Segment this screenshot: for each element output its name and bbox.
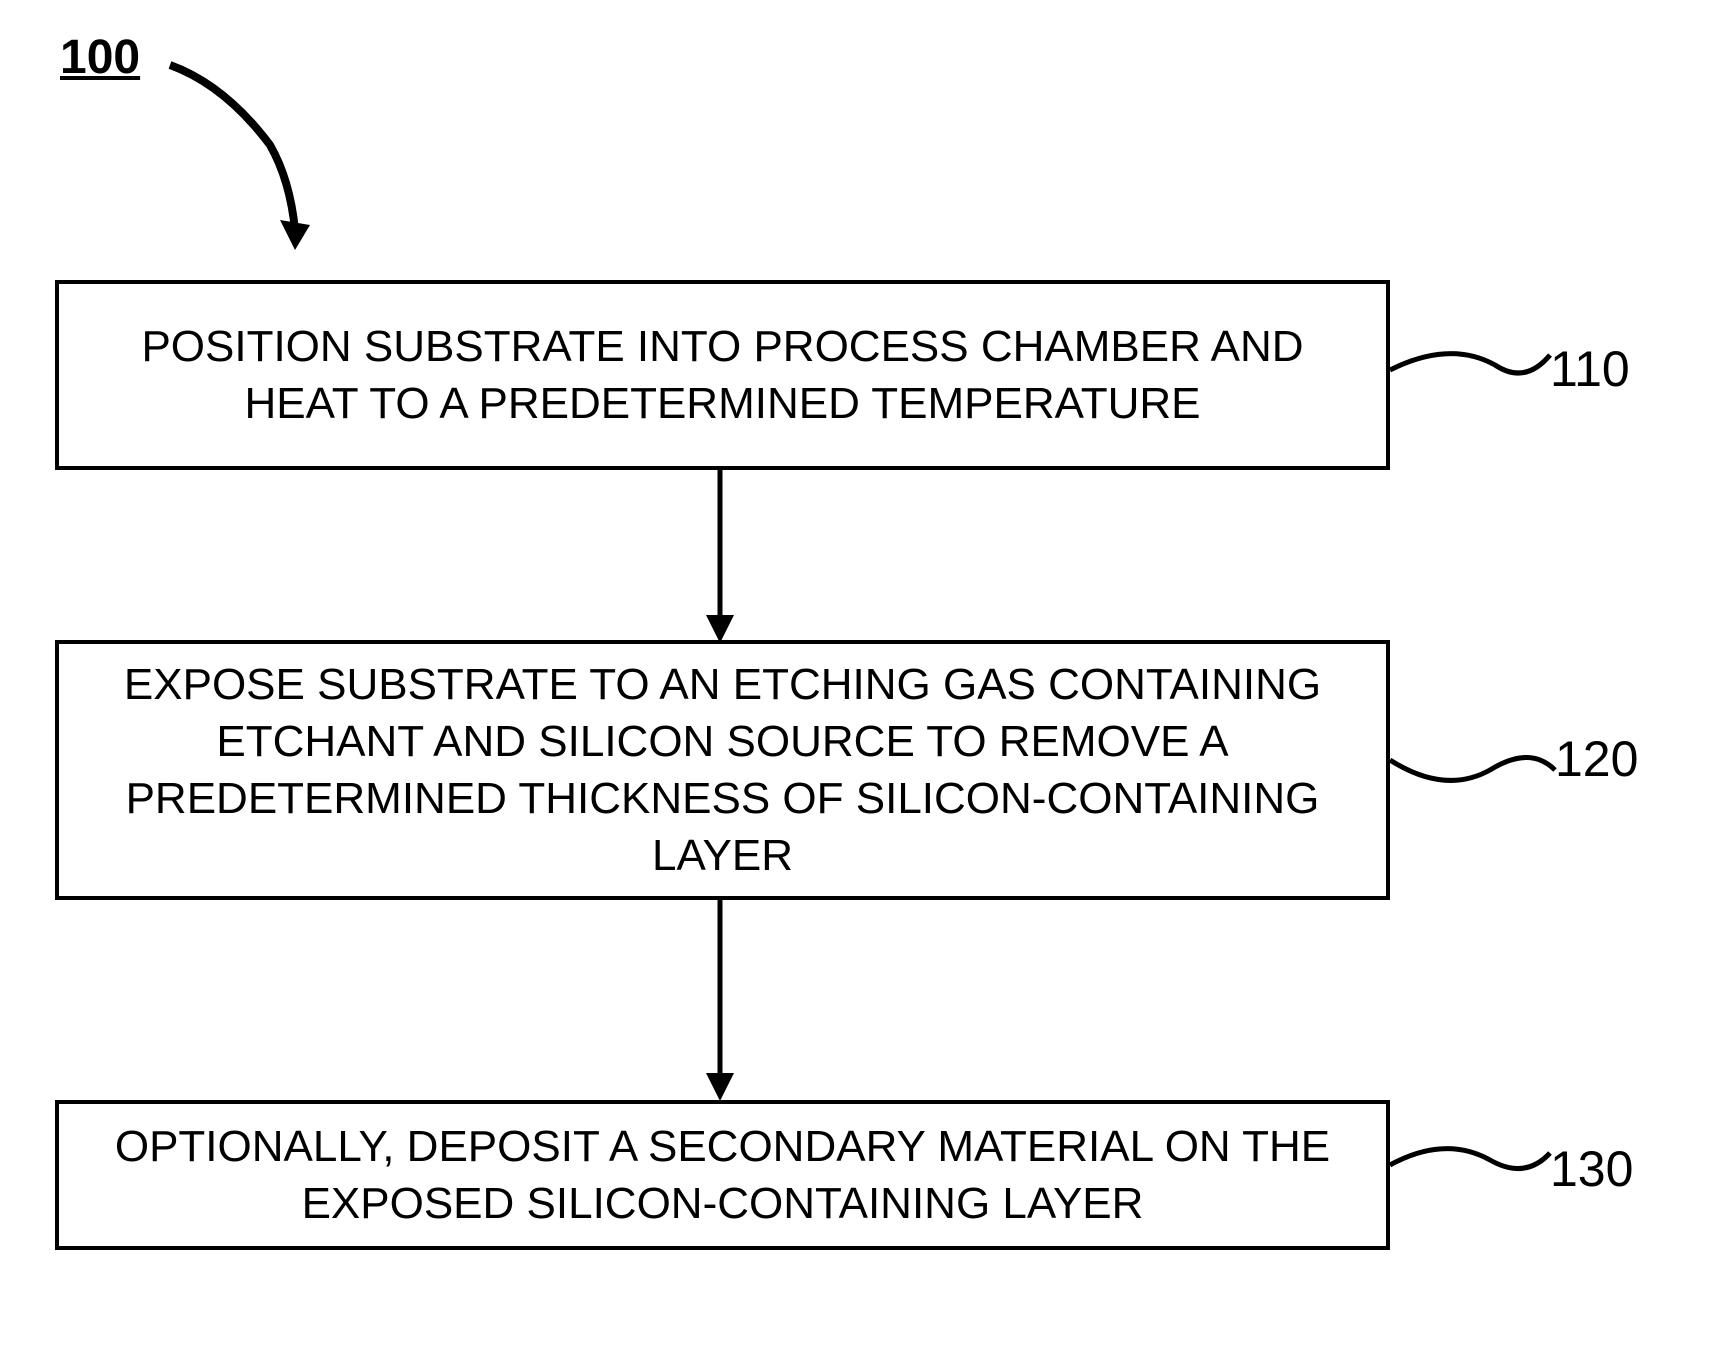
connector-110 — [1390, 330, 1560, 410]
arrow-down-icon — [700, 470, 740, 645]
arrow-down-icon — [700, 900, 740, 1103]
reference-label-130: 130 — [1550, 1140, 1633, 1198]
reference-label-120: 120 — [1555, 730, 1638, 788]
step-120-text: EXPOSE SUBSTRATE TO AN ETCHING GAS CONTA… — [89, 656, 1356, 885]
curved-arrow-icon — [155, 55, 335, 255]
connector-130 — [1390, 1125, 1560, 1205]
process-step-110: POSITION SUBSTRATE INTO PROCESS CHAMBER … — [55, 280, 1390, 470]
process-step-120: EXPOSE SUBSTRATE TO AN ETCHING GAS CONTA… — [55, 640, 1390, 900]
connector-120 — [1390, 730, 1565, 810]
reference-label-110: 110 — [1550, 340, 1630, 398]
step-130-text: OPTIONALLY, DEPOSIT A SECONDARY MATERIAL… — [89, 1118, 1356, 1232]
step-110-text: POSITION SUBSTRATE INTO PROCESS CHAMBER … — [89, 318, 1356, 432]
process-step-130: OPTIONALLY, DEPOSIT A SECONDARY MATERIAL… — [55, 1100, 1390, 1250]
main-reference-label: 100 — [60, 30, 140, 85]
flowchart-diagram: 100 POSITION SUBSTRATE INTO PROCESS CHAM… — [0, 0, 1715, 1346]
